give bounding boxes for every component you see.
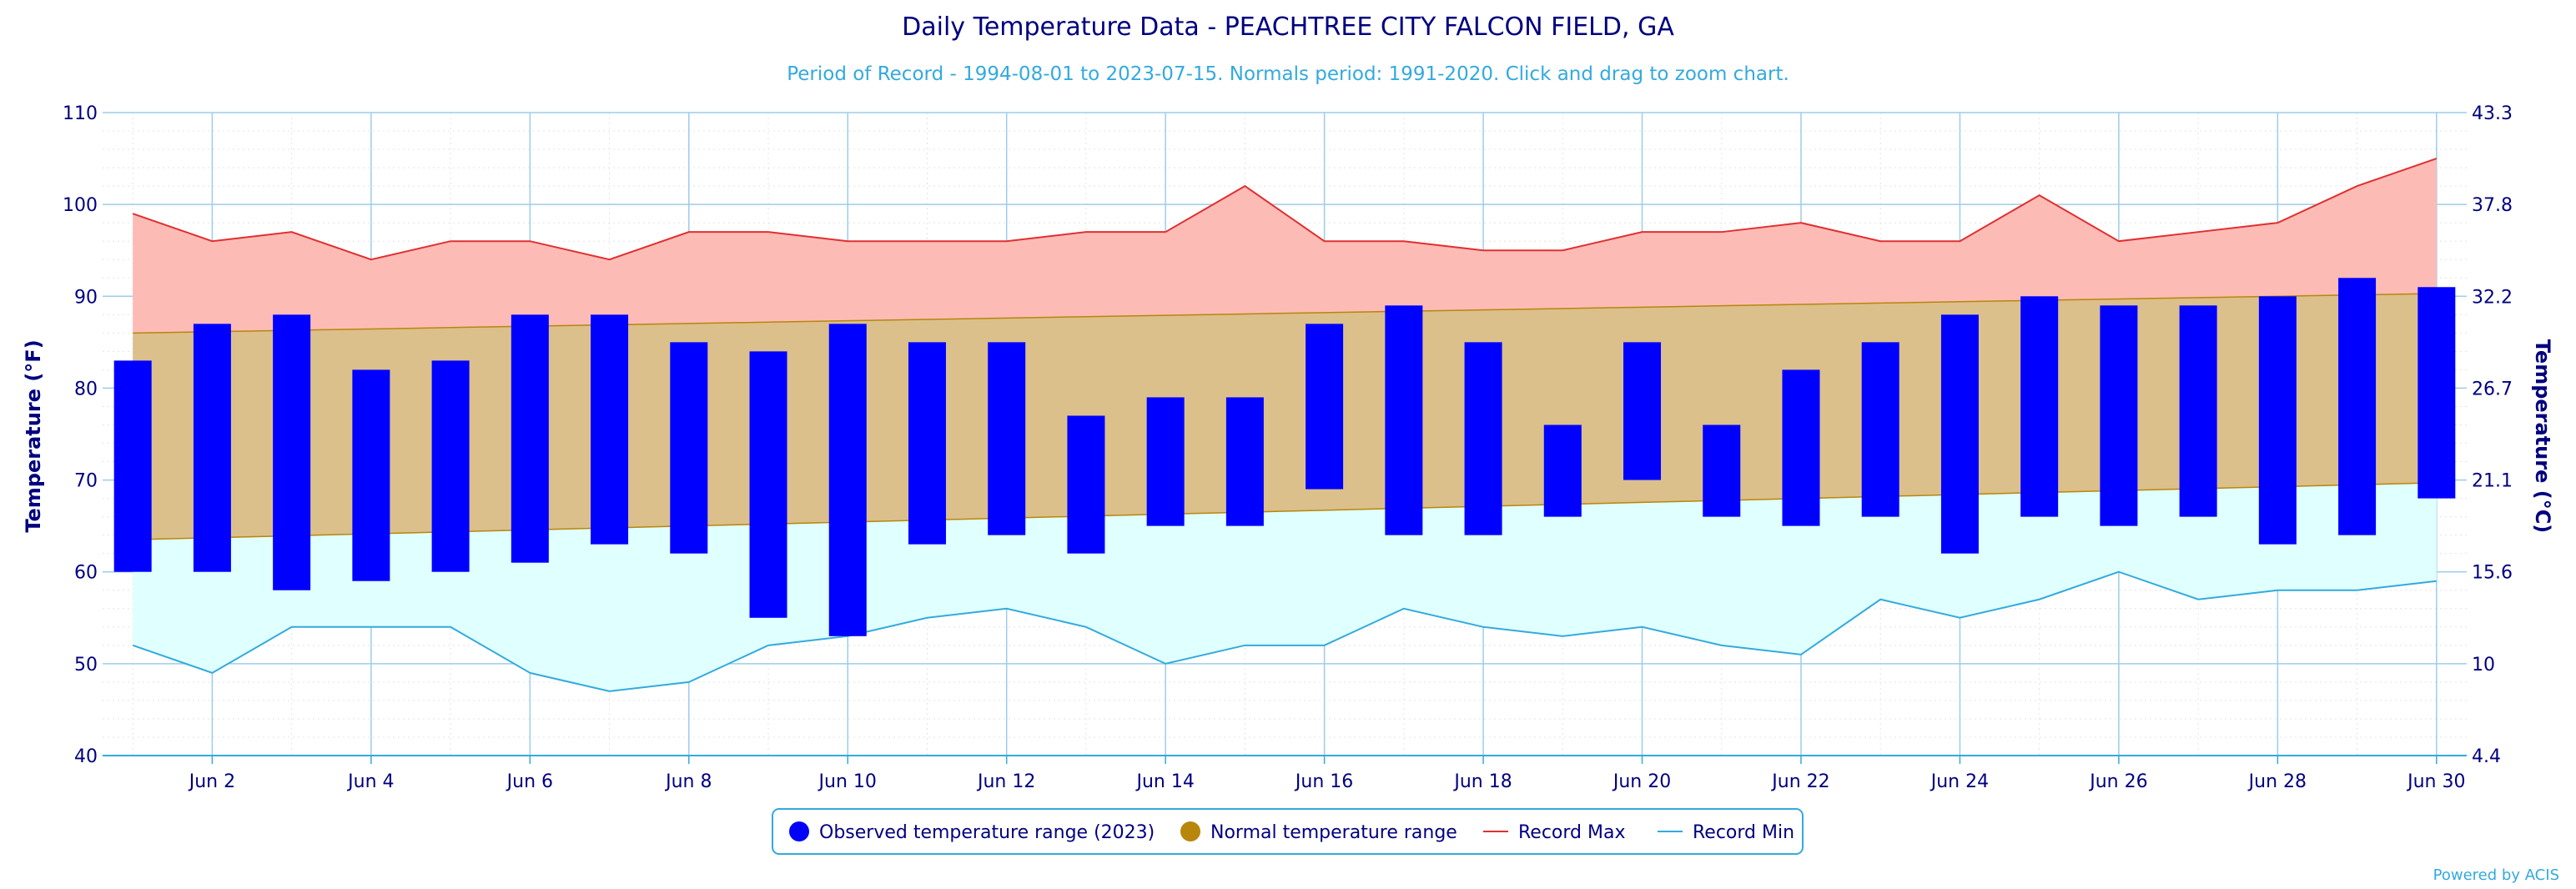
observed-bar[interactable] <box>2418 287 2456 499</box>
observed-bar[interactable] <box>828 324 867 636</box>
observed-bar[interactable] <box>988 342 1026 535</box>
range-areas <box>132 158 2438 692</box>
record-min-area <box>133 482 2437 691</box>
observed-bar[interactable] <box>1703 424 1741 517</box>
legend-observed-label: Observed temperature range (2023) <box>819 822 1155 843</box>
observed-bars[interactable] <box>113 278 2456 636</box>
legend-item-normal[interactable]: Normal temperature range <box>1180 821 1457 843</box>
observed-bar[interactable] <box>193 324 231 572</box>
legend: Observed temperature range (2023) Normal… <box>772 808 1804 855</box>
credits-link[interactable]: Powered by ACIS <box>2433 866 2559 884</box>
x-tick-label: Jun 12 <box>976 771 1035 792</box>
observed-bar[interactable] <box>1940 314 1979 554</box>
observed-bar[interactable] <box>1782 369 1820 526</box>
y-axis-title-right: Temperature (°C) <box>2531 339 2554 534</box>
x-tick-label: Jun 8 <box>664 771 712 792</box>
y-right-tick-label: 10 <box>2472 655 2495 676</box>
y-right-tick-label: 37.8 <box>2472 195 2513 216</box>
x-tick-label: Jun 6 <box>506 771 553 792</box>
observed-bar[interactable] <box>670 342 708 554</box>
record-min-line[interactable] <box>132 570 2437 692</box>
y-tick-label: 110 <box>63 103 98 124</box>
observed-bar[interactable] <box>1623 342 1662 480</box>
record-max-line[interactable] <box>132 158 2438 261</box>
y-right-tick-label: 43.3 <box>2472 103 2513 124</box>
x-tick-label: Jun 30 <box>2406 771 2465 792</box>
observed-bar[interactable] <box>1067 415 1105 554</box>
normal-range-area <box>133 293 2437 540</box>
record-max-area <box>133 158 2437 334</box>
x-tick-label: Jun 28 <box>2247 771 2307 792</box>
y-right-tick-label: 4.4 <box>2472 746 2501 767</box>
y-tick-label: 100 <box>63 195 98 216</box>
y-right-tick-label: 21.1 <box>2472 471 2513 492</box>
chart-subtitle: Period of Record - 1994-08-01 to 2023-07… <box>787 63 1789 85</box>
observed-bar[interactable] <box>591 314 629 545</box>
legend-box <box>772 808 1804 855</box>
observed-bar[interactable] <box>1306 324 1344 490</box>
observed-bar[interactable] <box>1146 397 1185 526</box>
legend-item-record-min[interactable]: Record Min <box>1658 822 1794 843</box>
observed-bar[interactable] <box>273 314 311 590</box>
observed-bar[interactable] <box>1225 397 1264 526</box>
observed-bar[interactable] <box>2020 296 2059 517</box>
x-tick-label: Jun 4 <box>346 771 394 792</box>
x-tick-label: Jun 22 <box>1770 771 1829 792</box>
y-tick-label: 60 <box>74 563 98 584</box>
observed-bar[interactable] <box>2258 296 2297 545</box>
y-axis-title-left: Temperature (°F) <box>22 339 45 532</box>
x-tick-label: Jun 18 <box>1452 771 1512 792</box>
y-tick-label: 80 <box>74 379 98 399</box>
legend-normal-marker <box>1180 821 1200 841</box>
x-tick-label: Jun 20 <box>1612 771 1671 792</box>
observed-bar[interactable] <box>2100 305 2138 526</box>
observed-bar[interactable] <box>431 360 470 572</box>
legend-normal-label: Normal temperature range <box>1210 822 1457 843</box>
legend-item-observed[interactable]: Observed temperature range (2023) <box>789 821 1155 843</box>
x-tick-label: Jun 24 <box>1929 771 1989 792</box>
observed-bar[interactable] <box>2179 305 2217 517</box>
chart-title: Daily Temperature Data - PEACHTREE CITY … <box>902 13 1674 42</box>
x-tick-label: Jun 2 <box>188 771 235 792</box>
x-tick-label: Jun 14 <box>1135 771 1194 792</box>
observed-bar[interactable] <box>352 369 390 581</box>
y-right-tick-label: 32.2 <box>2472 287 2513 308</box>
y-tick-label: 50 <box>74 655 98 676</box>
x-tick-label: Jun 16 <box>1294 771 1353 792</box>
y-tick-label: 40 <box>74 746 98 767</box>
observed-bar[interactable] <box>1385 305 1423 535</box>
y-tick-label: 70 <box>74 471 98 492</box>
y-right-tick-label: 26.7 <box>2472 379 2513 399</box>
observed-bar[interactable] <box>1861 342 1899 517</box>
y-right-tick-label: 15.6 <box>2472 563 2513 584</box>
x-tick-label: Jun 10 <box>818 771 877 792</box>
legend-record-min-label: Record Min <box>1693 822 1794 843</box>
x-tick-label: Jun 26 <box>2088 771 2147 792</box>
observed-bar[interactable] <box>749 351 787 618</box>
legend-record-max-label: Record Max <box>1518 822 1626 843</box>
legend-item-record-max[interactable]: Record Max <box>1483 822 1626 843</box>
legend-observed-marker <box>789 821 809 841</box>
y-tick-label: 90 <box>74 287 98 308</box>
observed-bar[interactable] <box>908 342 946 545</box>
axes: 40 50 60 70 80 90 100 110 4.4 10 15.6 21.1 26.7 32.2 3… <box>63 103 2513 792</box>
observed-bar[interactable] <box>511 314 549 563</box>
observed-bar[interactable] <box>2338 278 2377 535</box>
observed-bar[interactable] <box>1464 342 1502 535</box>
observed-bar[interactable] <box>1543 424 1582 517</box>
observed-bar[interactable] <box>113 360 152 572</box>
